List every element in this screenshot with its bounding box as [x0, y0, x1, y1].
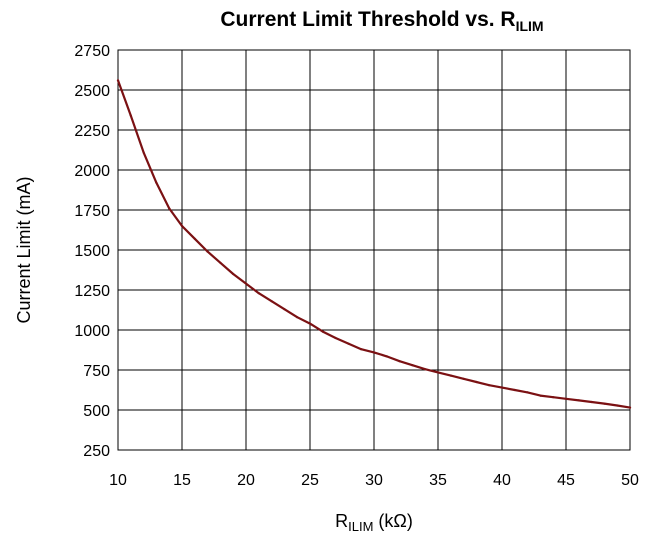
data-point	[488, 384, 491, 387]
y-tick-label: 1250	[74, 283, 110, 300]
data-point	[500, 386, 504, 389]
data-point	[462, 377, 465, 380]
data-point	[616, 404, 619, 407]
x-tick-label: 35	[429, 472, 447, 489]
plot-frame	[117, 49, 631, 451]
y-tick-label: 2750	[74, 43, 110, 60]
y-tick-labels: 250 500 750 1000 1250 1500 1750 2000 2250 2500 275…	[74, 43, 110, 460]
x-tick-label: 50	[621, 472, 639, 489]
y-tick-label: 2500	[74, 83, 110, 100]
data-point	[193, 237, 196, 240]
chart-title-main: Current Limit Threshold vs. R	[220, 8, 515, 31]
data-point	[244, 282, 248, 285]
data-point	[168, 207, 171, 210]
x-axis-label-subscript: ILIM	[348, 519, 373, 534]
y-tick-label: 250	[83, 443, 110, 460]
data-point	[283, 308, 286, 311]
y-tick-label: 750	[83, 363, 110, 380]
data-point	[296, 316, 299, 319]
x-tick-label: 25	[301, 472, 319, 489]
data-point	[449, 374, 452, 377]
data-point	[129, 114, 132, 117]
data-point	[347, 342, 350, 345]
x-tick-label: 15	[173, 472, 191, 489]
data-point	[475, 380, 478, 384]
y-tick-label: 1000	[74, 323, 110, 340]
data-series	[116, 79, 632, 409]
data-point	[142, 151, 145, 154]
x-axis-label-unit: (kΩ)	[373, 511, 412, 531]
data-point	[628, 406, 632, 409]
data-point	[232, 272, 235, 276]
data-point	[513, 388, 516, 392]
y-tick-label: 1500	[74, 243, 110, 260]
x-axis-label: RILIM (kΩ)	[335, 511, 413, 534]
data-point	[577, 399, 580, 402]
data-point	[155, 181, 158, 184]
data-point	[372, 351, 376, 354]
data-point	[436, 371, 440, 374]
data-point	[321, 330, 324, 333]
gridlines	[117, 49, 631, 451]
data-point	[552, 396, 555, 399]
data-point	[257, 292, 260, 295]
data-point	[564, 397, 568, 400]
x-tick-label: 10	[109, 472, 127, 489]
data-point	[539, 394, 542, 397]
data-point	[385, 355, 388, 358]
x-tick-label: 40	[493, 472, 511, 489]
data-point	[219, 261, 222, 264]
data-point	[603, 402, 606, 405]
data-point	[116, 79, 120, 82]
y-tick-label: 1750	[74, 203, 110, 220]
x-tick-label: 20	[237, 472, 255, 489]
data-point	[180, 224, 184, 228]
x-axis-label-main: R	[335, 511, 348, 531]
y-tick-label: 2000	[74, 163, 110, 180]
y-axis-label: Current Limit (mA)	[14, 176, 34, 323]
data-point	[360, 348, 363, 351]
x-tick-labels: 10 15 20 25 30 35 40 45 50	[109, 472, 639, 489]
data-point	[308, 322, 312, 325]
chart-title: Current Limit Threshold vs. RILIM	[220, 8, 543, 34]
data-point	[206, 250, 209, 253]
data-point	[334, 336, 337, 340]
data-point	[526, 391, 529, 394]
x-tick-label: 45	[557, 472, 575, 489]
y-tick-label: 500	[83, 403, 110, 420]
data-point	[411, 364, 414, 367]
data-point	[590, 400, 593, 404]
data-point	[424, 368, 427, 371]
x-tick-label: 30	[365, 472, 383, 489]
data-point	[270, 300, 273, 303]
y-tick-label: 2250	[74, 123, 110, 140]
data-point	[398, 360, 401, 363]
chart-title-subscript: ILIM	[516, 18, 544, 34]
